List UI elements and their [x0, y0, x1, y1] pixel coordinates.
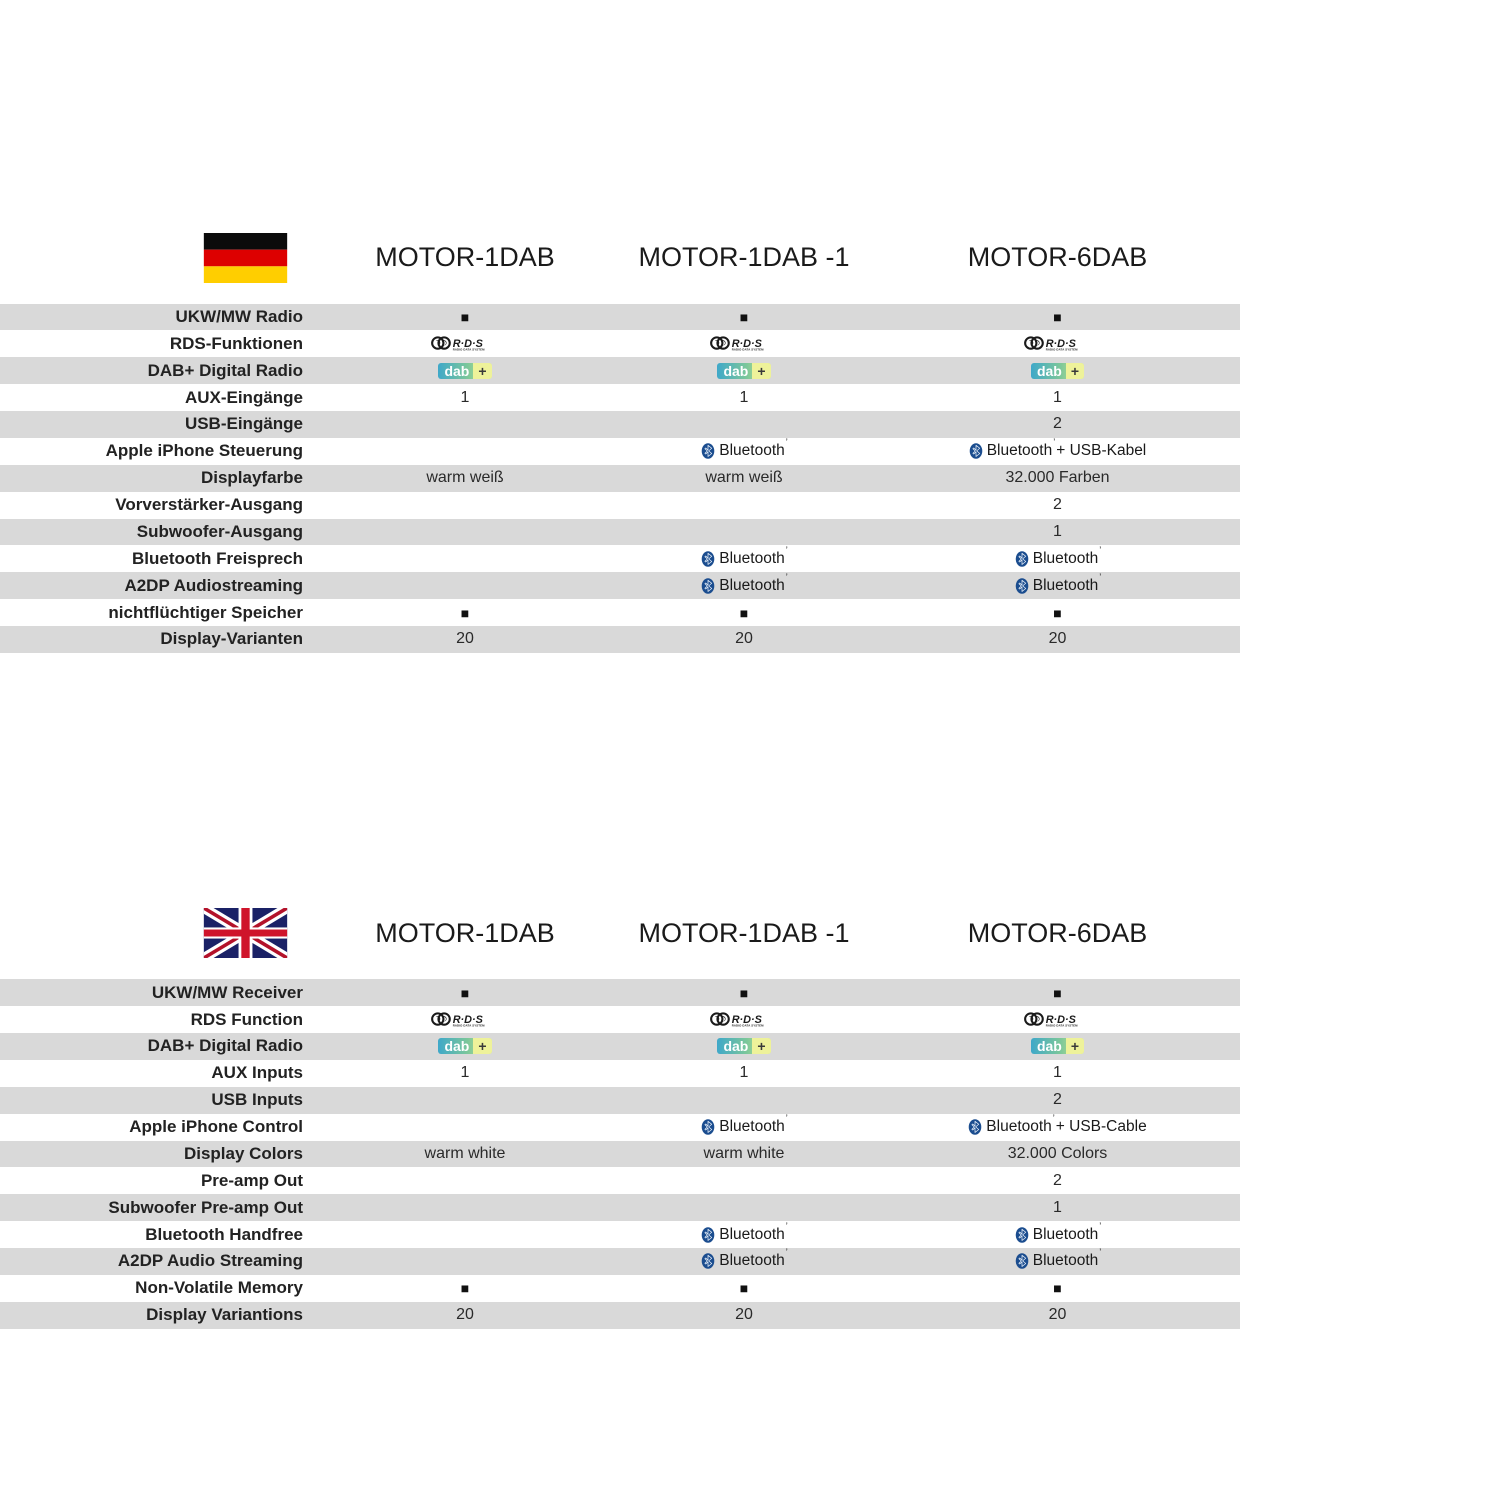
- svg-text:RADIO DATA SYSTEM: RADIO DATA SYSTEM: [732, 1024, 764, 1028]
- svg-text:RADIO DATA SYSTEM: RADIO DATA SYSTEM: [1045, 1024, 1077, 1028]
- svg-text:RADIO DATA SYSTEM: RADIO DATA SYSTEM: [453, 348, 485, 352]
- svg-text:RADIO DATA SYSTEM: RADIO DATA SYSTEM: [453, 1024, 485, 1028]
- svg-text:RADIO DATA SYSTEM: RADIO DATA SYSTEM: [1045, 348, 1077, 352]
- svg-text:RADIO DATA SYSTEM: RADIO DATA SYSTEM: [732, 348, 764, 352]
